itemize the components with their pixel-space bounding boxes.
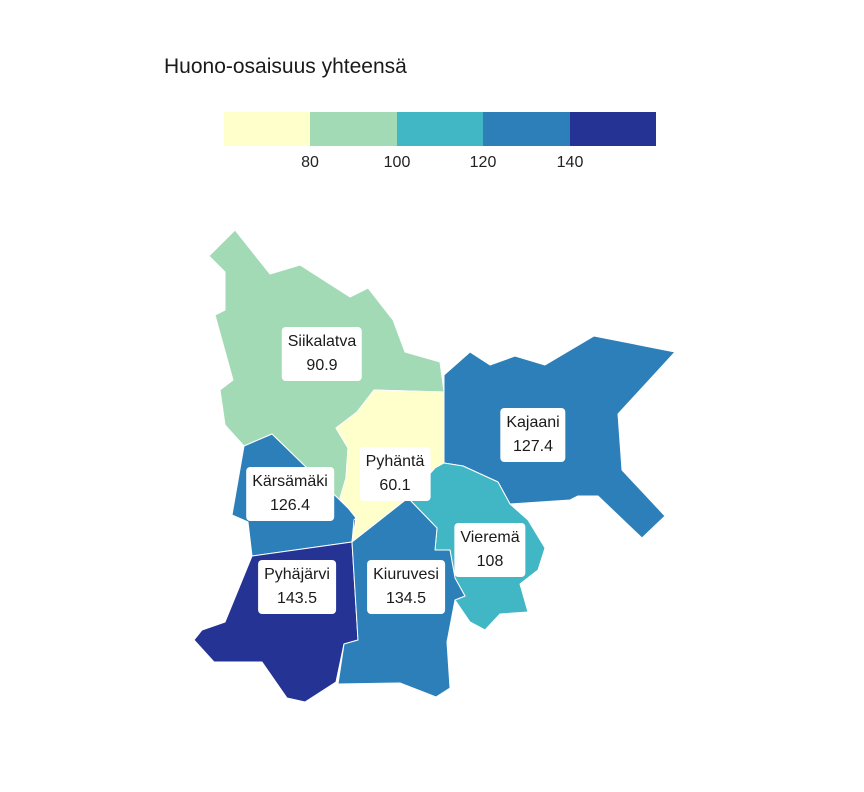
municipality-name: Siikalatva [287,333,357,350]
municipality-value: 134.5 [385,590,427,607]
region-label-karsamaki: Kärsämäki 126.4 [246,467,334,521]
legend-swatch [310,112,397,146]
legend-swatch [483,112,570,146]
legend-tick-label: 100 [383,154,411,171]
municipality-value: 127.4 [512,438,554,455]
municipality-value: 90.9 [306,357,338,374]
region-label-vierema: Vieremä 108 [454,523,526,577]
legend-ticks: 80 100 120 140 [224,154,656,174]
legend-title: Huono-osaisuus yhteensä [164,55,407,78]
municipality-name: Kajaani [506,414,560,431]
municipality-name: Vieremä [460,529,520,546]
region-label-pyhanta: Pyhäntä 60.1 [359,447,431,501]
legend-tick-label: 120 [469,154,497,171]
municipality-value: 108 [476,553,504,570]
legend-tick-label: 140 [556,154,584,171]
legend-swatch [569,112,656,146]
municipality-name: Pyhäntä [365,453,425,470]
municipality-name: Kiuruvesi [373,566,439,583]
legend-color-bar [224,112,656,146]
municipality-name: Pyhäjärvi [264,566,330,583]
legend-swatch [224,112,311,146]
region-label-kajaani: Kajaani 127.4 [500,408,566,462]
municipality-name: Kärsämäki [252,473,328,490]
municipality-value: 143.5 [276,590,318,607]
region-label-siikalatva: Siikalatva 90.9 [281,327,363,381]
municipality-value: 60.1 [379,477,411,494]
legend-swatch [396,112,484,146]
region-label-kiuruvesi: Kiuruvesi 134.5 [367,560,445,614]
region-label-pyhajarvi: Pyhäjärvi 143.5 [258,560,336,614]
legend-tick-label: 80 [301,154,319,171]
municipality-value: 126.4 [269,497,311,514]
